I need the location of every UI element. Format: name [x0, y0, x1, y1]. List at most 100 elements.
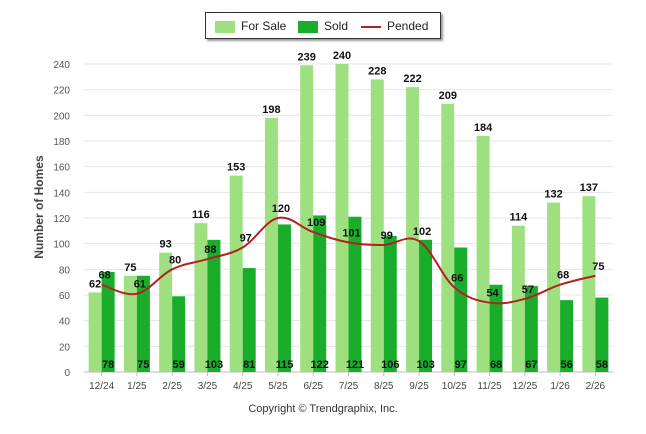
- data-label-sold: 115: [276, 359, 294, 371]
- data-label-pended: 102: [413, 226, 431, 238]
- data-label-for-sale: 184: [474, 122, 493, 134]
- data-label-sold: 56: [560, 359, 572, 371]
- data-label-sold: 122: [311, 359, 329, 371]
- data-label-sold: 68: [490, 359, 502, 371]
- x-tick-label: 5/25: [268, 381, 288, 392]
- x-tick-label: 10/25: [442, 381, 467, 392]
- y-tick-label: 240: [53, 60, 70, 71]
- y-tick-label: 0: [64, 368, 70, 379]
- legend-item-for-sale: For Sale: [215, 19, 286, 33]
- data-label-pended: 66: [451, 272, 463, 284]
- y-tick-label: 220: [53, 86, 70, 97]
- line-pended: [101, 216, 596, 305]
- bar-sold: [524, 286, 538, 372]
- x-tick-label: 1/26: [550, 381, 570, 392]
- data-label-sold: 103: [205, 359, 223, 371]
- data-label-sold: 67: [525, 359, 537, 371]
- bar-for-sale: [441, 103, 455, 373]
- bar-sold: [489, 284, 503, 372]
- x-tick-label: 12/24: [89, 381, 114, 392]
- bar-sold: [101, 271, 115, 372]
- y-tick-label: 20: [59, 342, 71, 353]
- bar-sold: [383, 235, 397, 372]
- x-tick-label: 8/25: [374, 381, 394, 392]
- data-label-for-sale: 132: [544, 189, 562, 201]
- y-tick-label: 60: [59, 291, 71, 302]
- legend-label-for-sale: For Sale: [241, 19, 287, 33]
- x-tick-label: 7/25: [339, 381, 359, 392]
- y-tick-label: 40: [59, 317, 71, 328]
- legend: For Sale Sold Pended: [205, 12, 441, 39]
- data-label-sold: 103: [416, 359, 434, 371]
- data-label-for-sale: 137: [580, 182, 598, 194]
- data-label-pended: 57: [522, 284, 534, 296]
- bar-sold: [277, 224, 291, 372]
- x-tick-label: 11/25: [477, 381, 502, 392]
- bar-sold: [348, 216, 362, 372]
- bar-sold: [313, 215, 327, 372]
- x-tick-label: 4/25: [233, 381, 253, 392]
- y-tick-label: 100: [53, 240, 70, 251]
- data-label-for-sale: 240: [333, 50, 351, 62]
- bar-sold: [242, 268, 256, 372]
- y-tick-label: 140: [53, 188, 70, 199]
- bar-sold: [419, 239, 433, 372]
- bar-sold: [207, 239, 221, 372]
- data-label-for-sale: 228: [368, 65, 386, 77]
- legend-swatch-for-sale: [215, 20, 235, 33]
- data-label-pended: 54: [486, 288, 499, 300]
- bar-for-sale: [88, 292, 102, 372]
- data-label-sold: 121: [346, 359, 364, 371]
- data-label-pended: 75: [592, 261, 604, 273]
- y-tick-label: 200: [53, 111, 70, 122]
- y-tick-label: 120: [53, 214, 70, 225]
- x-tick-label: 3/25: [198, 381, 218, 392]
- data-label-for-sale: 93: [160, 239, 172, 251]
- data-label-sold: 75: [137, 359, 149, 371]
- y-tick-label: 180: [53, 137, 70, 148]
- bar-sold: [454, 247, 468, 372]
- legend-line-pended: [361, 25, 381, 28]
- legend-item-pended: Pended: [361, 19, 428, 33]
- data-label-pended: 101: [342, 227, 360, 239]
- x-tick-label: 2/26: [586, 381, 606, 392]
- bar-for-sale: [159, 252, 173, 372]
- data-label-for-sale: 222: [403, 73, 421, 85]
- x-tick-label: 9/25: [409, 381, 429, 392]
- data-label-for-sale: 114: [509, 212, 528, 224]
- legend-item-sold: Sold: [298, 19, 348, 33]
- data-label-sold: 97: [455, 359, 467, 371]
- bar-for-sale: [229, 175, 243, 372]
- bar-for-sale: [264, 117, 278, 373]
- bar-for-sale: [123, 275, 137, 372]
- y-tick-label: 80: [59, 265, 71, 276]
- bar-for-sale: [406, 87, 420, 372]
- data-label-pended: 88: [204, 244, 216, 256]
- data-label-sold: 78: [102, 359, 114, 371]
- x-tick-label: 6/25: [303, 381, 323, 392]
- bar-sold: [560, 300, 574, 372]
- bar-for-sale: [300, 65, 314, 373]
- data-label-pended: 99: [381, 230, 393, 242]
- data-label-pended: 120: [272, 203, 290, 215]
- x-tick-label: 2/25: [162, 381, 182, 392]
- bar-for-sale: [335, 64, 349, 372]
- data-label-for-sale: 239: [298, 51, 316, 63]
- data-label-sold: 59: [173, 359, 185, 371]
- data-label-pended: 68: [99, 270, 111, 282]
- bar-sold: [172, 296, 186, 372]
- data-label-for-sale: 153: [227, 162, 245, 174]
- x-tick-label: 12/25: [512, 381, 537, 392]
- data-label-pended: 61: [134, 279, 146, 291]
- bar-sold: [595, 297, 609, 372]
- legend-label-sold: Sold: [324, 19, 349, 33]
- bar-for-sale: [370, 79, 384, 373]
- data-label-sold: 58: [596, 359, 608, 371]
- x-tick-label: 1/25: [127, 381, 147, 392]
- data-label-pended: 80: [169, 254, 181, 266]
- data-label-for-sale: 209: [439, 90, 457, 102]
- bar-for-sale: [476, 135, 490, 372]
- bar-sold: [136, 275, 150, 372]
- data-label-for-sale: 116: [192, 209, 210, 221]
- y-axis-title: Number of Homes: [32, 155, 46, 259]
